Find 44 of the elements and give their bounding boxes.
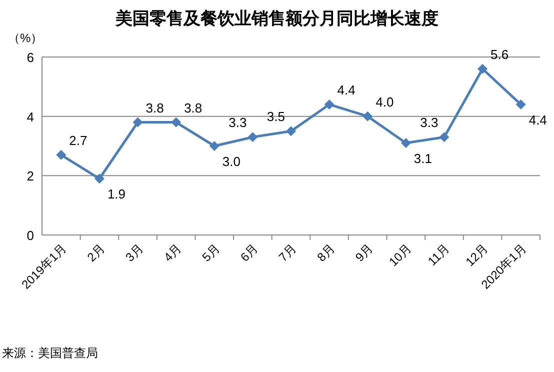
source-note: 来源：美国普查局 [2,346,98,360]
chart-title: 美国零售及餐饮业销售额分月同比增长速度 [114,9,438,28]
point [286,126,296,136]
point [209,141,220,151]
x-tick-label: 4月 [161,241,184,264]
data-label: 3.8 [146,100,164,116]
point [132,117,143,128]
data-label: 3.8 [184,100,202,116]
point [400,138,411,148]
x-tick-label: 11月 [425,241,452,268]
data-label: 3.5 [266,109,285,124]
data-label: 4.0 [376,94,394,110]
x-tick-label: 3月 [122,241,146,264]
x-tick-label: 7月 [276,241,300,264]
y-tick-label: 2 [26,168,34,184]
data-label: 3.0 [222,154,240,169]
x-tick-label: 12月 [462,241,491,270]
data-label: 2.7 [69,132,88,148]
data-label: 3.3 [420,115,438,130]
data-label: 1.9 [107,186,126,202]
data-label: 3.1 [414,151,432,166]
data-label: 4.4 [337,82,356,98]
x-tick-label: 8月 [314,241,338,264]
point [56,150,66,160]
point [516,99,526,110]
y-tick-label: 0 [26,228,34,243]
data-label: 3.3 [228,115,247,130]
x-tick-label: 5月 [199,241,223,264]
x-tick-label: 6月 [238,241,261,264]
y-tick-label: 6 [26,50,34,65]
data-label: 4.4 [528,112,547,128]
y-tick-label: 4 [26,109,34,124]
point [362,111,373,122]
x-tick-label: 9月 [352,241,376,264]
x-tick-label: 10月 [386,241,414,270]
point [439,132,450,142]
point [94,174,104,184]
point [478,64,488,74]
point [171,117,182,128]
point [324,99,334,110]
y-axis-title: （%） [8,31,43,45]
point [248,132,258,142]
data-label: 5.6 [490,46,509,62]
x-tick-label: 2月 [84,241,108,264]
